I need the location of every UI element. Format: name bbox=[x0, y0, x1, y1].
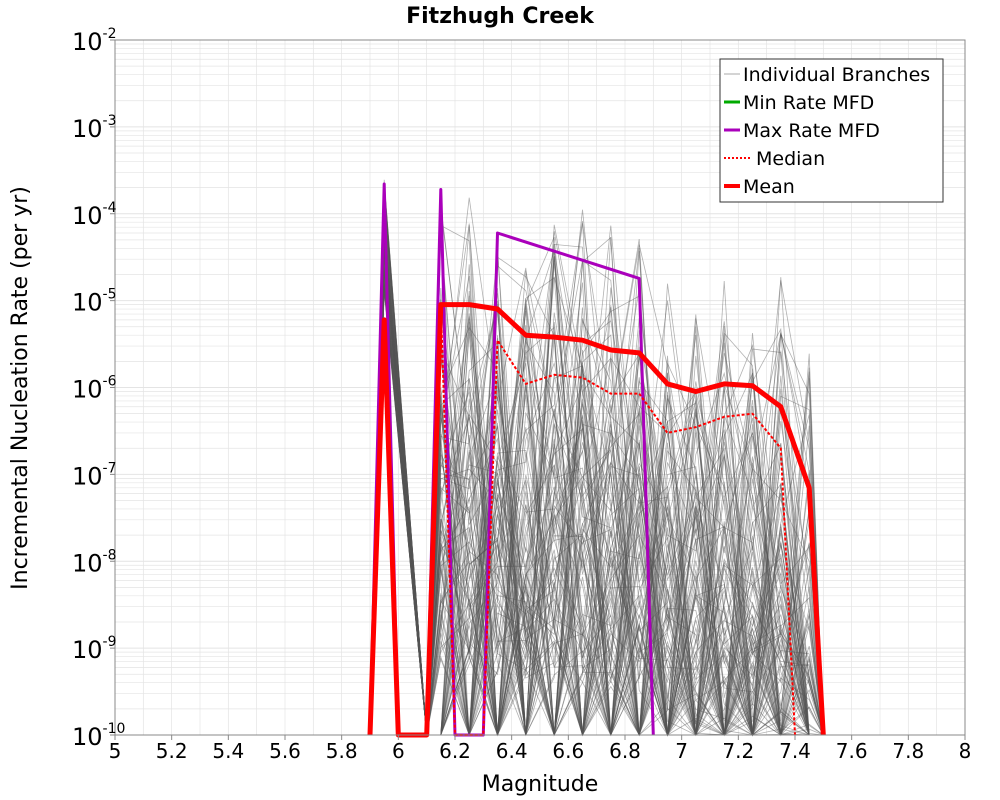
y-tick-label: 10-4 bbox=[72, 200, 117, 230]
branch-line bbox=[370, 275, 824, 736]
branch-line bbox=[369, 231, 824, 737]
x-axis-ticks: 5 5.2 5.4 5.6 5.8 6 6.2 6.4 6.6 6.8 7 7.2 7.4 7.6 7.8 8 bbox=[109, 735, 972, 763]
branch-line bbox=[369, 262, 824, 736]
branch-line bbox=[370, 349, 824, 736]
branch-line bbox=[369, 209, 824, 736]
branch-line bbox=[370, 293, 824, 736]
x-tick-label: 5.8 bbox=[326, 739, 358, 763]
branch-line bbox=[370, 448, 824, 736]
branch-line bbox=[369, 253, 824, 736]
branch-line bbox=[369, 236, 824, 737]
branch-line bbox=[369, 191, 824, 736]
y-tick-label: 10-8 bbox=[72, 547, 117, 577]
branch-line bbox=[369, 217, 824, 737]
branch-line bbox=[369, 183, 824, 736]
x-tick-label: 7 bbox=[675, 739, 688, 763]
y-tick-label: 10-6 bbox=[72, 374, 117, 404]
x-tick-label: 7.2 bbox=[722, 739, 754, 763]
x-tick-label: 5.6 bbox=[269, 739, 301, 763]
branch-line bbox=[370, 330, 824, 736]
branch-line bbox=[369, 273, 824, 736]
y-axis-ticks: 10-10 10-9 10-8 10-7 10-6 10-5 10-4 10-3 10-2 bbox=[72, 26, 125, 751]
branch-line bbox=[369, 195, 824, 736]
branch-line bbox=[369, 269, 824, 736]
branch-line bbox=[370, 402, 824, 736]
y-tick-label: 10-10 bbox=[72, 721, 125, 751]
branch-line bbox=[369, 201, 824, 737]
legend-label: Mean bbox=[743, 176, 795, 198]
legend-label: Individual Branches bbox=[743, 64, 930, 86]
branch-line bbox=[370, 277, 824, 736]
x-tick-label: 6.8 bbox=[609, 739, 641, 763]
x-tick-label: 5 bbox=[109, 739, 122, 763]
y-tick-label: 10-9 bbox=[72, 634, 117, 664]
branch-line bbox=[370, 429, 824, 736]
branch-line bbox=[370, 244, 824, 736]
branch-line bbox=[369, 213, 824, 737]
branch-line bbox=[369, 193, 824, 736]
y-tick-label: 10-7 bbox=[72, 460, 117, 490]
x-tick-label: 7.4 bbox=[779, 739, 811, 763]
branch-line bbox=[370, 395, 824, 736]
branch-line bbox=[369, 251, 824, 736]
x-tick-label: 6.2 bbox=[439, 739, 471, 763]
legend-box bbox=[719, 58, 944, 203]
median-line bbox=[369, 303, 796, 736]
branch-line bbox=[369, 217, 824, 737]
y-tick-label: 10-2 bbox=[72, 26, 117, 56]
grid bbox=[114, 40, 966, 736]
branch-line bbox=[370, 402, 824, 736]
x-tick-label: 7.6 bbox=[836, 739, 868, 763]
branch-line bbox=[370, 313, 824, 736]
branch-line bbox=[369, 184, 824, 736]
branch-line bbox=[369, 270, 824, 736]
x-tick-label: 5.4 bbox=[212, 739, 244, 763]
branch-line bbox=[370, 350, 824, 736]
branch-line bbox=[369, 291, 824, 736]
branch-line bbox=[369, 182, 824, 736]
branch-line bbox=[369, 218, 824, 737]
branch-line bbox=[370, 223, 824, 736]
y-tick-label: 10-3 bbox=[72, 113, 117, 143]
x-tick-label: 6 bbox=[392, 739, 405, 763]
legend-label: Median bbox=[756, 148, 825, 170]
branch-line bbox=[369, 221, 824, 736]
branch-line bbox=[369, 238, 824, 736]
branch-line bbox=[370, 303, 824, 737]
legend-label: Min Rate MFD bbox=[743, 92, 874, 114]
branch-line bbox=[369, 211, 824, 736]
branch-line bbox=[370, 380, 824, 736]
legend-label: Max Rate MFD bbox=[743, 120, 880, 142]
branch-line bbox=[369, 224, 824, 736]
branch-line bbox=[370, 391, 824, 737]
branch-line bbox=[369, 280, 824, 736]
branch-line bbox=[369, 197, 824, 736]
x-tick-label: 8 bbox=[959, 739, 972, 763]
x-axis-label: Magnitude bbox=[482, 772, 599, 797]
branch-line bbox=[370, 333, 824, 736]
x-tick-label: 6.4 bbox=[496, 739, 528, 763]
branch-line bbox=[370, 243, 824, 736]
chart-title: Fitzhugh Creek bbox=[406, 4, 595, 29]
y-axis-label: Incremental Nucleation Rate (per yr) bbox=[8, 186, 33, 590]
branch-line bbox=[369, 224, 824, 736]
branch-line bbox=[369, 277, 824, 736]
legend: Individual Branches Min Rate MFD Max Rate … bbox=[719, 58, 944, 203]
y-tick-label: 10-5 bbox=[72, 287, 117, 317]
x-tick-label: 6.6 bbox=[552, 739, 584, 763]
x-tick-label: 5.2 bbox=[156, 739, 188, 763]
x-tick-label: 7.8 bbox=[892, 739, 924, 763]
branch-line bbox=[370, 378, 824, 736]
branch-line bbox=[369, 193, 824, 736]
branch-line bbox=[369, 263, 824, 736]
branch-line bbox=[369, 283, 824, 736]
branch-line bbox=[369, 281, 824, 736]
